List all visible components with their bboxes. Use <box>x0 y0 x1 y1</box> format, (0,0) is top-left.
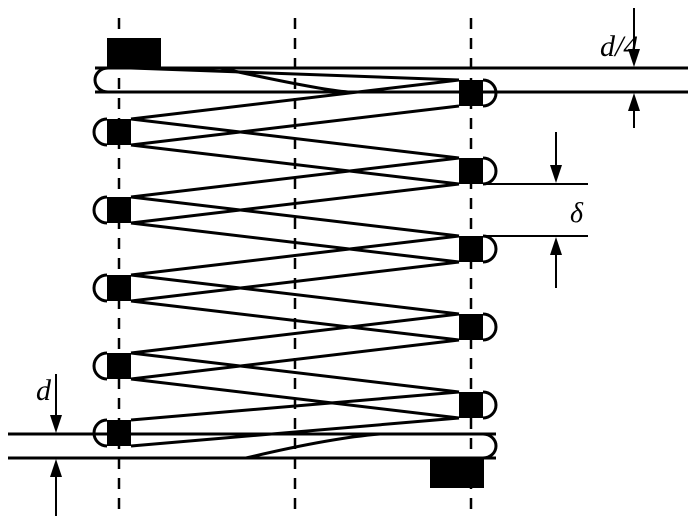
end-block-bottom <box>430 458 484 488</box>
spring-body <box>8 38 688 488</box>
dimension-d: d <box>36 374 62 516</box>
label-delta: δ <box>570 198 584 229</box>
end-block-top <box>107 38 161 68</box>
label-d-over-4: d/4 <box>600 30 638 63</box>
spring-diagram: .ln { stroke:#000; stroke-width:3; fill:… <box>0 0 696 528</box>
label-d: d <box>36 374 52 407</box>
dimension-delta: δ <box>483 132 588 288</box>
